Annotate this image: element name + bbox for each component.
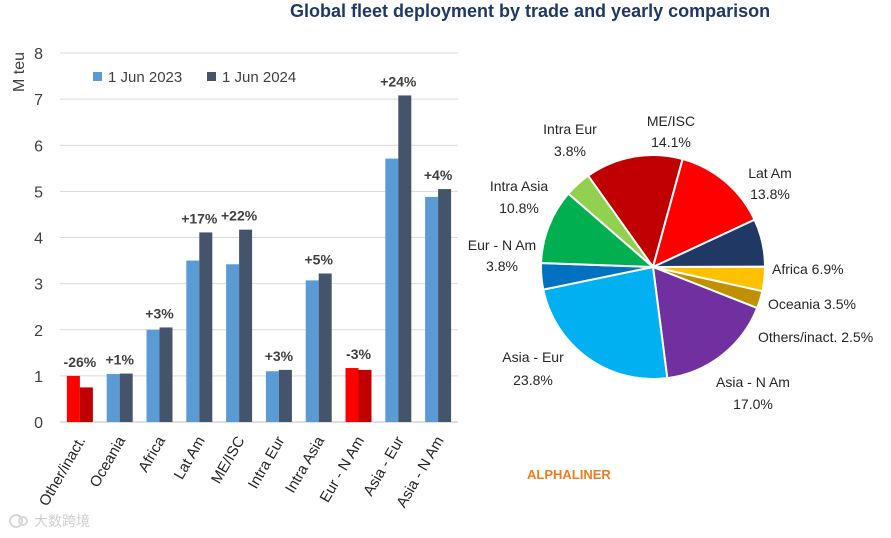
legend-swatch [93,72,102,81]
bar-2024 [438,189,452,422]
bar-2024 [159,327,173,422]
y-tick-label: 3 [34,277,43,294]
pie-label-pct: 3.8% [486,258,518,274]
pie-label: Others/inact. 2.5% [758,329,873,345]
change-label: -3% [346,346,371,362]
pie-label-pct: 10.8% [499,200,539,216]
change-label: +17% [181,210,218,226]
pie-label-pct: 13.8% [750,186,790,202]
pie-slice [566,174,654,268]
pie-label-name: Intra Eur [543,121,597,137]
legend-swatch [207,72,216,81]
bar-2023 [66,375,80,422]
bar-2024 [358,369,372,422]
y-tick-label: 4 [34,231,43,248]
watermark: 大数跨境 [8,511,90,531]
pie-label-name: Asia - Eur [502,349,564,365]
pie-slice [542,265,669,380]
bar-2024 [119,373,133,422]
change-label: +1% [105,352,134,368]
bar-2024 [398,95,412,422]
chart-title-bar: Global fleet deployment by trade and yea… [0,0,891,24]
change-label: +3% [265,348,294,364]
bar-2024 [278,369,292,422]
pie-label: Africa 6.9% [772,261,844,277]
bar-2023 [186,260,200,422]
pie-label-name: Asia - N Am [716,374,790,390]
pie-label-name: Eur - N Am [468,237,536,253]
legend-label: 1 Jun 2023 [108,69,182,86]
watermark-text: 大数跨境 [34,513,90,529]
y-tick-label: 5 [34,184,43,201]
y-tick-label: 1 [34,369,43,386]
bar-2023 [226,264,240,422]
change-label: -26% [64,354,97,370]
bar-2023 [265,371,279,422]
change-label: +22% [221,208,258,224]
bar-2024 [318,273,332,422]
y-tick-label: 2 [34,323,43,340]
bar-2024 [79,387,93,422]
pie-slice [651,157,756,269]
bar-2023 [425,196,439,422]
change-label: +24% [380,73,417,89]
pie-slice [651,265,759,380]
change-label: +4% [424,167,453,183]
bar-2023 [106,374,120,422]
bar-2023 [345,368,359,422]
change-label: +5% [304,251,333,267]
pie-label-name: Intra Asia [490,178,549,194]
pie-slice [540,192,656,269]
pie-label: Oceania 3.5% [768,296,856,312]
bar-2023 [305,280,319,422]
page-title: Global fleet deployment by trade and yea… [290,1,771,21]
change-label: +3% [145,305,174,321]
bar-2023 [146,329,160,422]
pie-label-pct: 14.1% [651,134,691,150]
pie-slice [586,154,684,270]
bar-2024 [199,232,213,422]
y-tick-label: 7 [34,92,43,109]
y-axis-label: M teu [11,52,28,92]
pie-label-pct: 3.8% [554,143,586,159]
pie-label-name: ME/ISC [647,113,695,129]
bar-2024 [239,229,253,422]
y-tick-label: 0 [34,415,43,432]
y-tick-label: 6 [34,138,43,155]
source-label: ALPHALINER [527,467,611,482]
legend-label: 1 Jun 2024 [222,69,296,86]
pie-label-name: Lat Am [748,165,792,181]
pie-label-pct: 23.8% [513,372,553,388]
pie-label-pct: 17.0% [733,396,773,412]
watermark-logo-icon [9,514,28,528]
bar-2023 [385,158,399,422]
y-tick-label: 8 [34,46,43,63]
